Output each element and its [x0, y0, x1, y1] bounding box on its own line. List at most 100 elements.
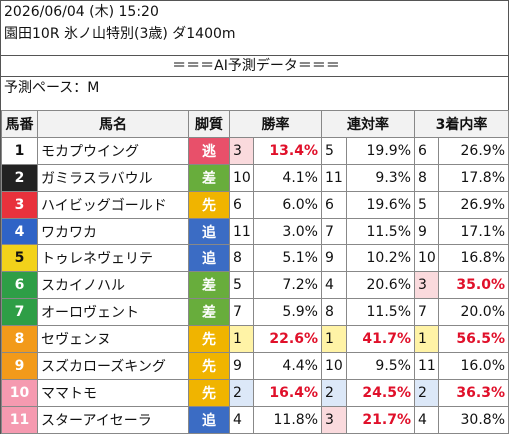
horse-number: 5	[1, 244, 38, 273]
rank: 6	[414, 136, 439, 165]
column-header: 馬番	[1, 110, 38, 138]
horse-number: 9	[1, 352, 38, 380]
horse-number: 7	[1, 298, 38, 327]
horse-name: オーロヴェント	[37, 298, 189, 327]
horse-row: 8 セヴェンヌ先 1 22.6% 1 41.7% 1 56.5%	[1, 325, 509, 354]
horse-number: 6	[1, 271, 38, 300]
pace: 予測ペース：M	[4, 80, 100, 96]
rate: 4.1%	[253, 163, 322, 192]
horse-row: 11 スターアイセーラ追 4 11.8% 3 21.7% 4 30.8%	[1, 405, 509, 434]
column-header: 勝率	[229, 110, 322, 138]
rank: 2	[414, 378, 439, 407]
banner: ＝＝＝AI予測データ＝＝＝	[1, 55, 508, 77]
horse-row: 7 オーロヴェント差 7 5.9% 8 11.5% 7 20.0%	[1, 298, 509, 327]
rate: 24.5%	[346, 378, 415, 407]
rate: 19.6%	[346, 190, 415, 219]
rank: 11	[229, 217, 254, 246]
running-style: 追	[188, 244, 230, 273]
rate: 17.1%	[438, 217, 509, 246]
rank: 11	[321, 163, 347, 192]
rank: 10	[321, 352, 347, 380]
rate: 26.9%	[438, 190, 509, 219]
rate: 16.8%	[438, 244, 509, 273]
running-style: 追	[188, 217, 230, 246]
rank: 8	[414, 163, 439, 192]
rank: 1	[229, 325, 254, 354]
column-header: 馬名	[37, 110, 189, 138]
column-header: 脚質	[188, 110, 230, 138]
horse-name: スターアイセーラ	[37, 405, 189, 434]
rank: 11	[414, 352, 439, 380]
horse-row: 4 ワカワカ追 11 3.0% 7 11.5% 9 17.1%	[1, 217, 509, 246]
rank: 3	[229, 136, 254, 165]
rank: 7	[414, 298, 439, 327]
rank: 2	[321, 378, 347, 407]
horse-number: 10	[1, 378, 38, 407]
horse-number: 8	[1, 325, 38, 354]
rank: 3	[321, 405, 347, 434]
rank: 9	[321, 244, 347, 273]
running-style: 逃	[188, 136, 230, 165]
rank: 7	[229, 298, 254, 327]
rate: 56.5%	[438, 325, 509, 354]
horse-row: 9 スズカローズキング先 9 4.4% 10 9.5% 11 16.0%	[1, 352, 509, 380]
rate: 11.5%	[346, 298, 415, 327]
rate: 13.4%	[253, 136, 322, 165]
rate: 19.9%	[346, 136, 415, 165]
running-style: 差	[188, 271, 230, 300]
rate: 5.1%	[253, 244, 322, 273]
rank: 4	[321, 271, 347, 300]
rank: 10	[414, 244, 439, 273]
horse-name: ガミラスラバウル	[37, 163, 189, 192]
running-style: 差	[188, 298, 230, 327]
rate: 11.5%	[346, 217, 415, 246]
horse-number: 3	[1, 190, 38, 219]
rate: 16.4%	[253, 378, 322, 407]
rate: 20.0%	[438, 298, 509, 327]
horse-name: トゥレネヴェリテ	[37, 244, 189, 273]
horse-name: スカイノハル	[37, 271, 189, 300]
horse-name: スズカローズキング	[37, 352, 189, 380]
header-row: 馬番 馬名 脚質 勝率 連対率 3着内率	[1, 110, 509, 138]
running-style: 先	[188, 378, 230, 407]
rate: 35.0%	[438, 271, 509, 300]
datetime: 2026/06/04 (木) 15:20	[4, 4, 159, 20]
rate: 4.4%	[253, 352, 322, 380]
horse-name: ワカワカ	[37, 217, 189, 246]
horse-row: 6 スカイノハル差 5 7.2% 4 20.6% 3 35.0%	[1, 271, 509, 300]
horse-number: 2	[1, 163, 38, 192]
column-header: 連対率	[321, 110, 415, 138]
rate: 16.0%	[438, 352, 509, 380]
horse-row: 2 ガミラスラバウル差 10 4.1% 11 9.3% 8 17.8%	[1, 163, 509, 192]
rank: 7	[321, 217, 347, 246]
running-style: 追	[188, 405, 230, 434]
rate: 41.7%	[346, 325, 415, 354]
rank: 5	[414, 190, 439, 219]
rate: 17.8%	[438, 163, 509, 192]
horse-name: セヴェンヌ	[37, 325, 189, 354]
horse-row: 10 ママトモ先 2 16.4% 2 24.5% 2 36.3%	[1, 378, 509, 407]
rate: 30.8%	[438, 405, 509, 434]
running-style: 先	[188, 325, 230, 354]
horse-name: ママトモ	[37, 378, 189, 407]
rank: 2	[229, 378, 254, 407]
rank: 1	[321, 325, 347, 354]
running-style: 先	[188, 190, 230, 219]
rank: 8	[321, 298, 347, 327]
rate: 10.2%	[346, 244, 415, 273]
prediction-table: 馬番 馬名 脚質 勝率 連対率 3着内率 1 モカプウイング逃 3 13.4% 5 19.9% 6 26…	[1, 110, 509, 434]
rate: 6.0%	[253, 190, 322, 219]
table-body: 1 モカプウイング逃 3 13.4% 5 19.9% 6 26.9% 2 ガミラスラバウル差 10 4…	[1, 136, 509, 434]
horse-number: 1	[1, 136, 38, 165]
rank: 9	[229, 352, 254, 380]
horse-name: ハイビッグゴールド	[37, 190, 189, 219]
column-header: 3着内率	[414, 110, 509, 138]
rank: 5	[229, 271, 254, 300]
rate: 5.9%	[253, 298, 322, 327]
horse-number: 11	[1, 405, 38, 434]
rate: 7.2%	[253, 271, 322, 300]
rate: 3.0%	[253, 217, 322, 246]
horse-row: 5 トゥレネヴェリテ追 8 5.1% 9 10.2% 10 16.8%	[1, 244, 509, 273]
rank: 8	[229, 244, 254, 273]
rate: 20.6%	[346, 271, 415, 300]
